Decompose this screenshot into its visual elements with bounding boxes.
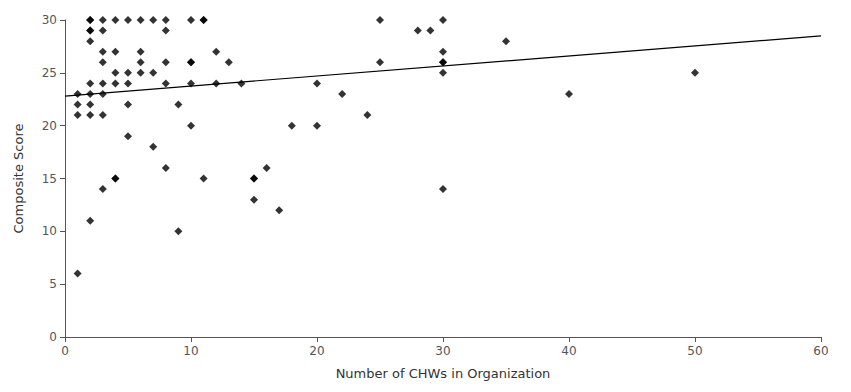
svg-text:30: 30: [435, 344, 450, 358]
svg-text:30: 30: [42, 13, 57, 27]
svg-text:Composite Score: Composite Score: [11, 124, 26, 234]
svg-text:40: 40: [561, 344, 576, 358]
svg-text:0: 0: [49, 330, 57, 344]
svg-text:Number of CHWs in Organization: Number of CHWs in Organization: [336, 366, 551, 381]
svg-text:50: 50: [687, 344, 702, 358]
svg-text:5: 5: [49, 277, 57, 291]
svg-text:10: 10: [183, 344, 198, 358]
svg-text:20: 20: [42, 119, 57, 133]
svg-text:60: 60: [813, 344, 828, 358]
svg-text:0: 0: [61, 344, 69, 358]
svg-text:10: 10: [42, 224, 57, 238]
svg-text:20: 20: [309, 344, 324, 358]
svg-text:25: 25: [42, 66, 57, 80]
svg-text:15: 15: [42, 172, 57, 186]
